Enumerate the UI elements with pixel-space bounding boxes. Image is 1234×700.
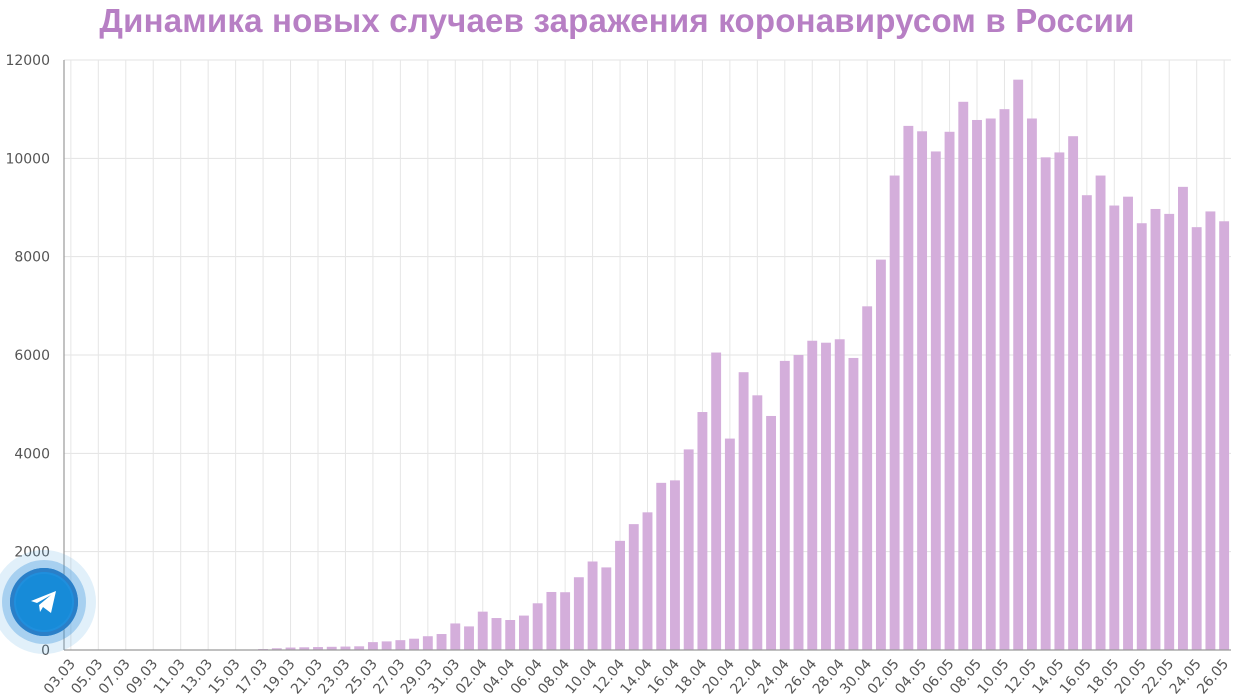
bar xyxy=(752,395,763,650)
bar xyxy=(1136,223,1147,650)
bar xyxy=(450,623,461,650)
bar xyxy=(532,603,543,650)
bar xyxy=(1109,205,1120,651)
bar xyxy=(917,131,928,650)
bar xyxy=(779,360,790,650)
bar xyxy=(409,638,420,650)
bar xyxy=(958,101,969,650)
bar xyxy=(436,634,447,650)
bar xyxy=(642,512,653,650)
bar xyxy=(1026,118,1037,651)
bar xyxy=(313,647,323,650)
y-tick-label: 4000 xyxy=(14,446,50,462)
bar xyxy=(505,620,516,650)
bar xyxy=(1054,152,1065,650)
bar xyxy=(615,540,625,650)
y-tick-label: 8000 xyxy=(14,250,50,266)
telegram-icon[interactable] xyxy=(16,574,72,630)
y-tick-label: 0 xyxy=(41,643,50,659)
y-tick-label: 2000 xyxy=(14,545,50,561)
bar xyxy=(1095,175,1106,650)
bar xyxy=(738,372,749,650)
bar xyxy=(848,357,859,650)
bar xyxy=(340,646,351,650)
x-axis-labels: 03.0305.0307.0309.0311.0313.0315.0317.03… xyxy=(41,656,1232,697)
bar xyxy=(862,306,873,650)
bar xyxy=(834,339,845,650)
bar xyxy=(560,592,571,650)
bar xyxy=(546,591,557,650)
bar xyxy=(930,151,941,650)
bar xyxy=(1191,227,1202,650)
bar xyxy=(573,577,584,650)
bar xyxy=(628,524,639,650)
bar xyxy=(1219,221,1230,650)
bar xyxy=(821,342,831,650)
bar xyxy=(477,611,488,650)
bar xyxy=(656,482,667,650)
chart-axes xyxy=(63,60,1231,651)
bar xyxy=(903,125,914,651)
bar xyxy=(985,118,996,651)
x-tick-label: 26.05 xyxy=(1194,656,1232,697)
bar xyxy=(1123,196,1133,650)
bar xyxy=(711,352,722,650)
bar xyxy=(1205,211,1216,650)
bar xyxy=(367,642,378,650)
telegram-button[interactable] xyxy=(0,550,100,656)
bar xyxy=(1178,186,1188,650)
bar xyxy=(875,259,886,650)
bar xyxy=(793,355,804,650)
bar xyxy=(326,646,337,650)
bar xyxy=(944,131,955,651)
bar xyxy=(889,175,900,650)
chart-title: Динамика новых случаев заражения коронав… xyxy=(99,2,1135,39)
bar xyxy=(807,340,818,650)
bar xyxy=(285,647,296,650)
bar xyxy=(1081,195,1092,651)
bar xyxy=(395,640,406,650)
y-axis-labels: 0 2000 4000 6000 8000 10000 12000 xyxy=(5,53,50,659)
bar xyxy=(724,438,735,650)
y-tick-label: 10000 xyxy=(5,151,50,167)
bar xyxy=(1013,79,1024,650)
bar xyxy=(1040,157,1051,650)
bar xyxy=(422,636,433,650)
bar xyxy=(766,415,777,650)
bar xyxy=(464,626,474,650)
y-tick-label: 12000 xyxy=(5,53,50,69)
bar xyxy=(587,561,598,650)
bar xyxy=(670,480,680,650)
bar xyxy=(972,119,982,650)
bar xyxy=(1164,213,1175,650)
bar xyxy=(697,412,708,650)
bar xyxy=(518,615,529,650)
bar xyxy=(683,449,694,650)
bar xyxy=(1068,136,1079,651)
bar xyxy=(491,618,502,650)
bar xyxy=(1150,208,1161,650)
bar xyxy=(381,641,392,650)
bar xyxy=(354,646,365,650)
bar xyxy=(271,648,282,650)
bar xyxy=(999,109,1010,650)
chart-bars xyxy=(258,79,1230,651)
y-tick-label: 6000 xyxy=(14,348,50,364)
bar xyxy=(299,647,310,650)
bar xyxy=(601,567,612,650)
